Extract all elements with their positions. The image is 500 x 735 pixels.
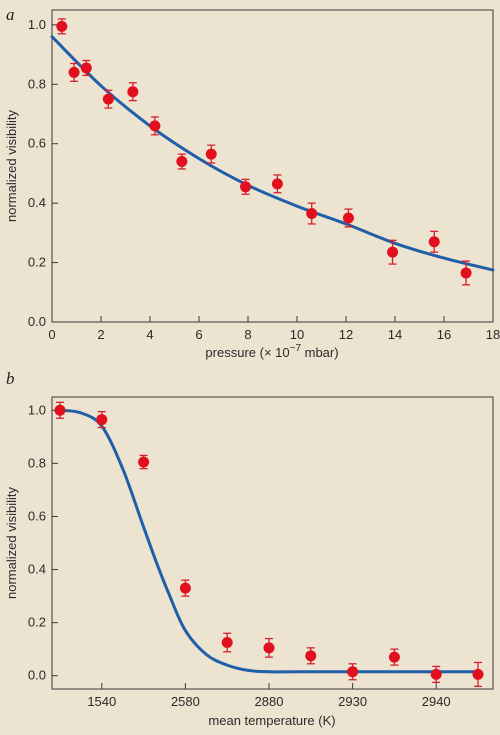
panel-b-marker bbox=[179, 582, 191, 594]
x-tick-label: 10 bbox=[290, 327, 304, 342]
y-tick-label: 0.0 bbox=[28, 314, 46, 329]
panel-b-point bbox=[263, 637, 275, 658]
panel-a-point bbox=[460, 260, 472, 286]
x-tick-label: 2580 bbox=[171, 694, 200, 709]
panel-b-fit-curve bbox=[58, 408, 480, 674]
y-tick-label: 1.0 bbox=[28, 17, 46, 32]
panel-a-point bbox=[387, 239, 399, 265]
panel-a-chart: a 0 2 4 6 8 10 12 14 16 18 0.0 0.2 0.4 0.6 0.8 1.0 pres… bbox=[4, 5, 500, 360]
panel-a-point bbox=[205, 144, 217, 164]
panel-a-point bbox=[306, 202, 318, 225]
x-tick-label: 12 bbox=[339, 327, 353, 342]
panel-a-fit-curve bbox=[50, 35, 495, 272]
panel-b-marker bbox=[221, 637, 233, 649]
panel-a-point bbox=[176, 153, 188, 170]
panel-a-label: a bbox=[6, 5, 15, 24]
panel-a-marker bbox=[80, 62, 92, 74]
panel-a-x-axis-label: pressure (× 10−7 mbar) bbox=[205, 343, 338, 360]
panel-a-marker bbox=[56, 20, 68, 32]
panel-b-point bbox=[138, 454, 150, 470]
panel-a-marker bbox=[240, 181, 252, 193]
x-tick-label: 6 bbox=[195, 327, 202, 342]
panel-a-marker bbox=[387, 246, 399, 258]
panel-b-plot-area bbox=[51, 396, 494, 690]
y-tick-label: 0.8 bbox=[28, 455, 46, 470]
panel-a-data-points bbox=[56, 18, 472, 286]
y-tick-label: 1.0 bbox=[28, 402, 46, 417]
panel-a-point bbox=[80, 59, 92, 77]
panel-a-marker bbox=[271, 178, 283, 190]
panel-a-marker bbox=[306, 208, 318, 220]
panel-a-marker bbox=[176, 156, 188, 168]
panel-a-marker bbox=[68, 66, 80, 78]
panel-a-point bbox=[102, 89, 114, 109]
panel-b-point bbox=[221, 632, 233, 653]
panel-b-point bbox=[430, 665, 442, 684]
y-tick-label: 0.4 bbox=[28, 562, 46, 577]
x-tick-label: 4 bbox=[146, 327, 153, 342]
x-tick-label: 2 bbox=[97, 327, 104, 342]
panel-a-point bbox=[342, 208, 354, 228]
panel-a-marker bbox=[102, 93, 114, 105]
panel-a-marker bbox=[342, 212, 354, 224]
panel-a-point bbox=[127, 82, 139, 102]
x-tick-label: 2930 bbox=[338, 694, 367, 709]
x-tick-label: 1540 bbox=[87, 694, 116, 709]
panel-a-point bbox=[271, 174, 283, 194]
panel-b-point bbox=[54, 401, 66, 419]
y-tick-label: 0.2 bbox=[28, 615, 46, 630]
x-tick-label: 2940 bbox=[422, 694, 451, 709]
x-tick-label: 0 bbox=[48, 327, 55, 342]
panel-b-data-points bbox=[54, 401, 484, 687]
panel-b-point bbox=[388, 648, 400, 666]
x-tick-label: 8 bbox=[244, 327, 251, 342]
x-tick-label: 2880 bbox=[255, 694, 284, 709]
panel-a-point bbox=[149, 116, 161, 136]
panel-a-point bbox=[240, 178, 252, 195]
panel-b-marker bbox=[388, 651, 400, 663]
panel-b-point bbox=[472, 661, 484, 687]
panel-a-marker bbox=[428, 236, 440, 248]
panel-a-marker bbox=[127, 86, 139, 98]
y-tick-label: 0.0 bbox=[28, 668, 46, 683]
y-tick-label: 0.6 bbox=[28, 508, 46, 523]
panel-a-point bbox=[68, 62, 80, 82]
panel-b-chart: b 1540 2580 2880 2930 2940 0.0 0.2 0.4 0.6 0.8 1.0… bbox=[4, 369, 494, 728]
y-tick-label: 0.8 bbox=[28, 76, 46, 91]
panel-a-marker bbox=[149, 120, 161, 132]
panel-b-point bbox=[305, 647, 317, 665]
panel-b-point bbox=[347, 663, 359, 681]
panel-a-plot-area bbox=[51, 9, 494, 323]
x-tick-label: 18 bbox=[486, 327, 500, 342]
panel-b-label: b bbox=[6, 369, 15, 388]
panel-b-x-axis-label: mean temperature (K) bbox=[208, 713, 335, 728]
y-tick-label: 0.4 bbox=[28, 195, 46, 210]
panel-a-y-axis-label: normalized visibility bbox=[4, 110, 19, 222]
panel-b-point bbox=[96, 410, 108, 429]
panel-a-point bbox=[428, 230, 440, 253]
x-tick-label: 16 bbox=[437, 327, 451, 342]
panel-a-marker bbox=[205, 148, 217, 160]
y-tick-label: 0.6 bbox=[28, 136, 46, 151]
panel-b-point bbox=[179, 579, 191, 597]
panel-b-marker bbox=[138, 456, 150, 468]
x-tick-label: 14 bbox=[388, 327, 402, 342]
panel-b-marker bbox=[347, 666, 359, 678]
panel-b-marker bbox=[305, 650, 317, 662]
panel-b-marker bbox=[54, 404, 66, 416]
panel-b-marker bbox=[430, 668, 442, 680]
panel-b-ticks: 1540 2580 2880 2930 2940 0.0 0.2 0.4 0.6 0.8 1.0 bbox=[28, 402, 451, 709]
panel-b-marker bbox=[263, 642, 275, 654]
panel-a-ticks: 0 2 4 6 8 10 12 14 16 18 0.0 0.2 0.4 0.6 0.8 1.0 bbox=[28, 17, 500, 342]
panel-b-marker bbox=[472, 668, 484, 680]
panel-a-point bbox=[56, 18, 68, 35]
y-tick-label: 0.2 bbox=[28, 255, 46, 270]
panel-a-marker bbox=[460, 267, 472, 279]
panel-b-y-axis-label: normalized visibility bbox=[4, 487, 19, 599]
panel-b-marker bbox=[96, 414, 108, 426]
